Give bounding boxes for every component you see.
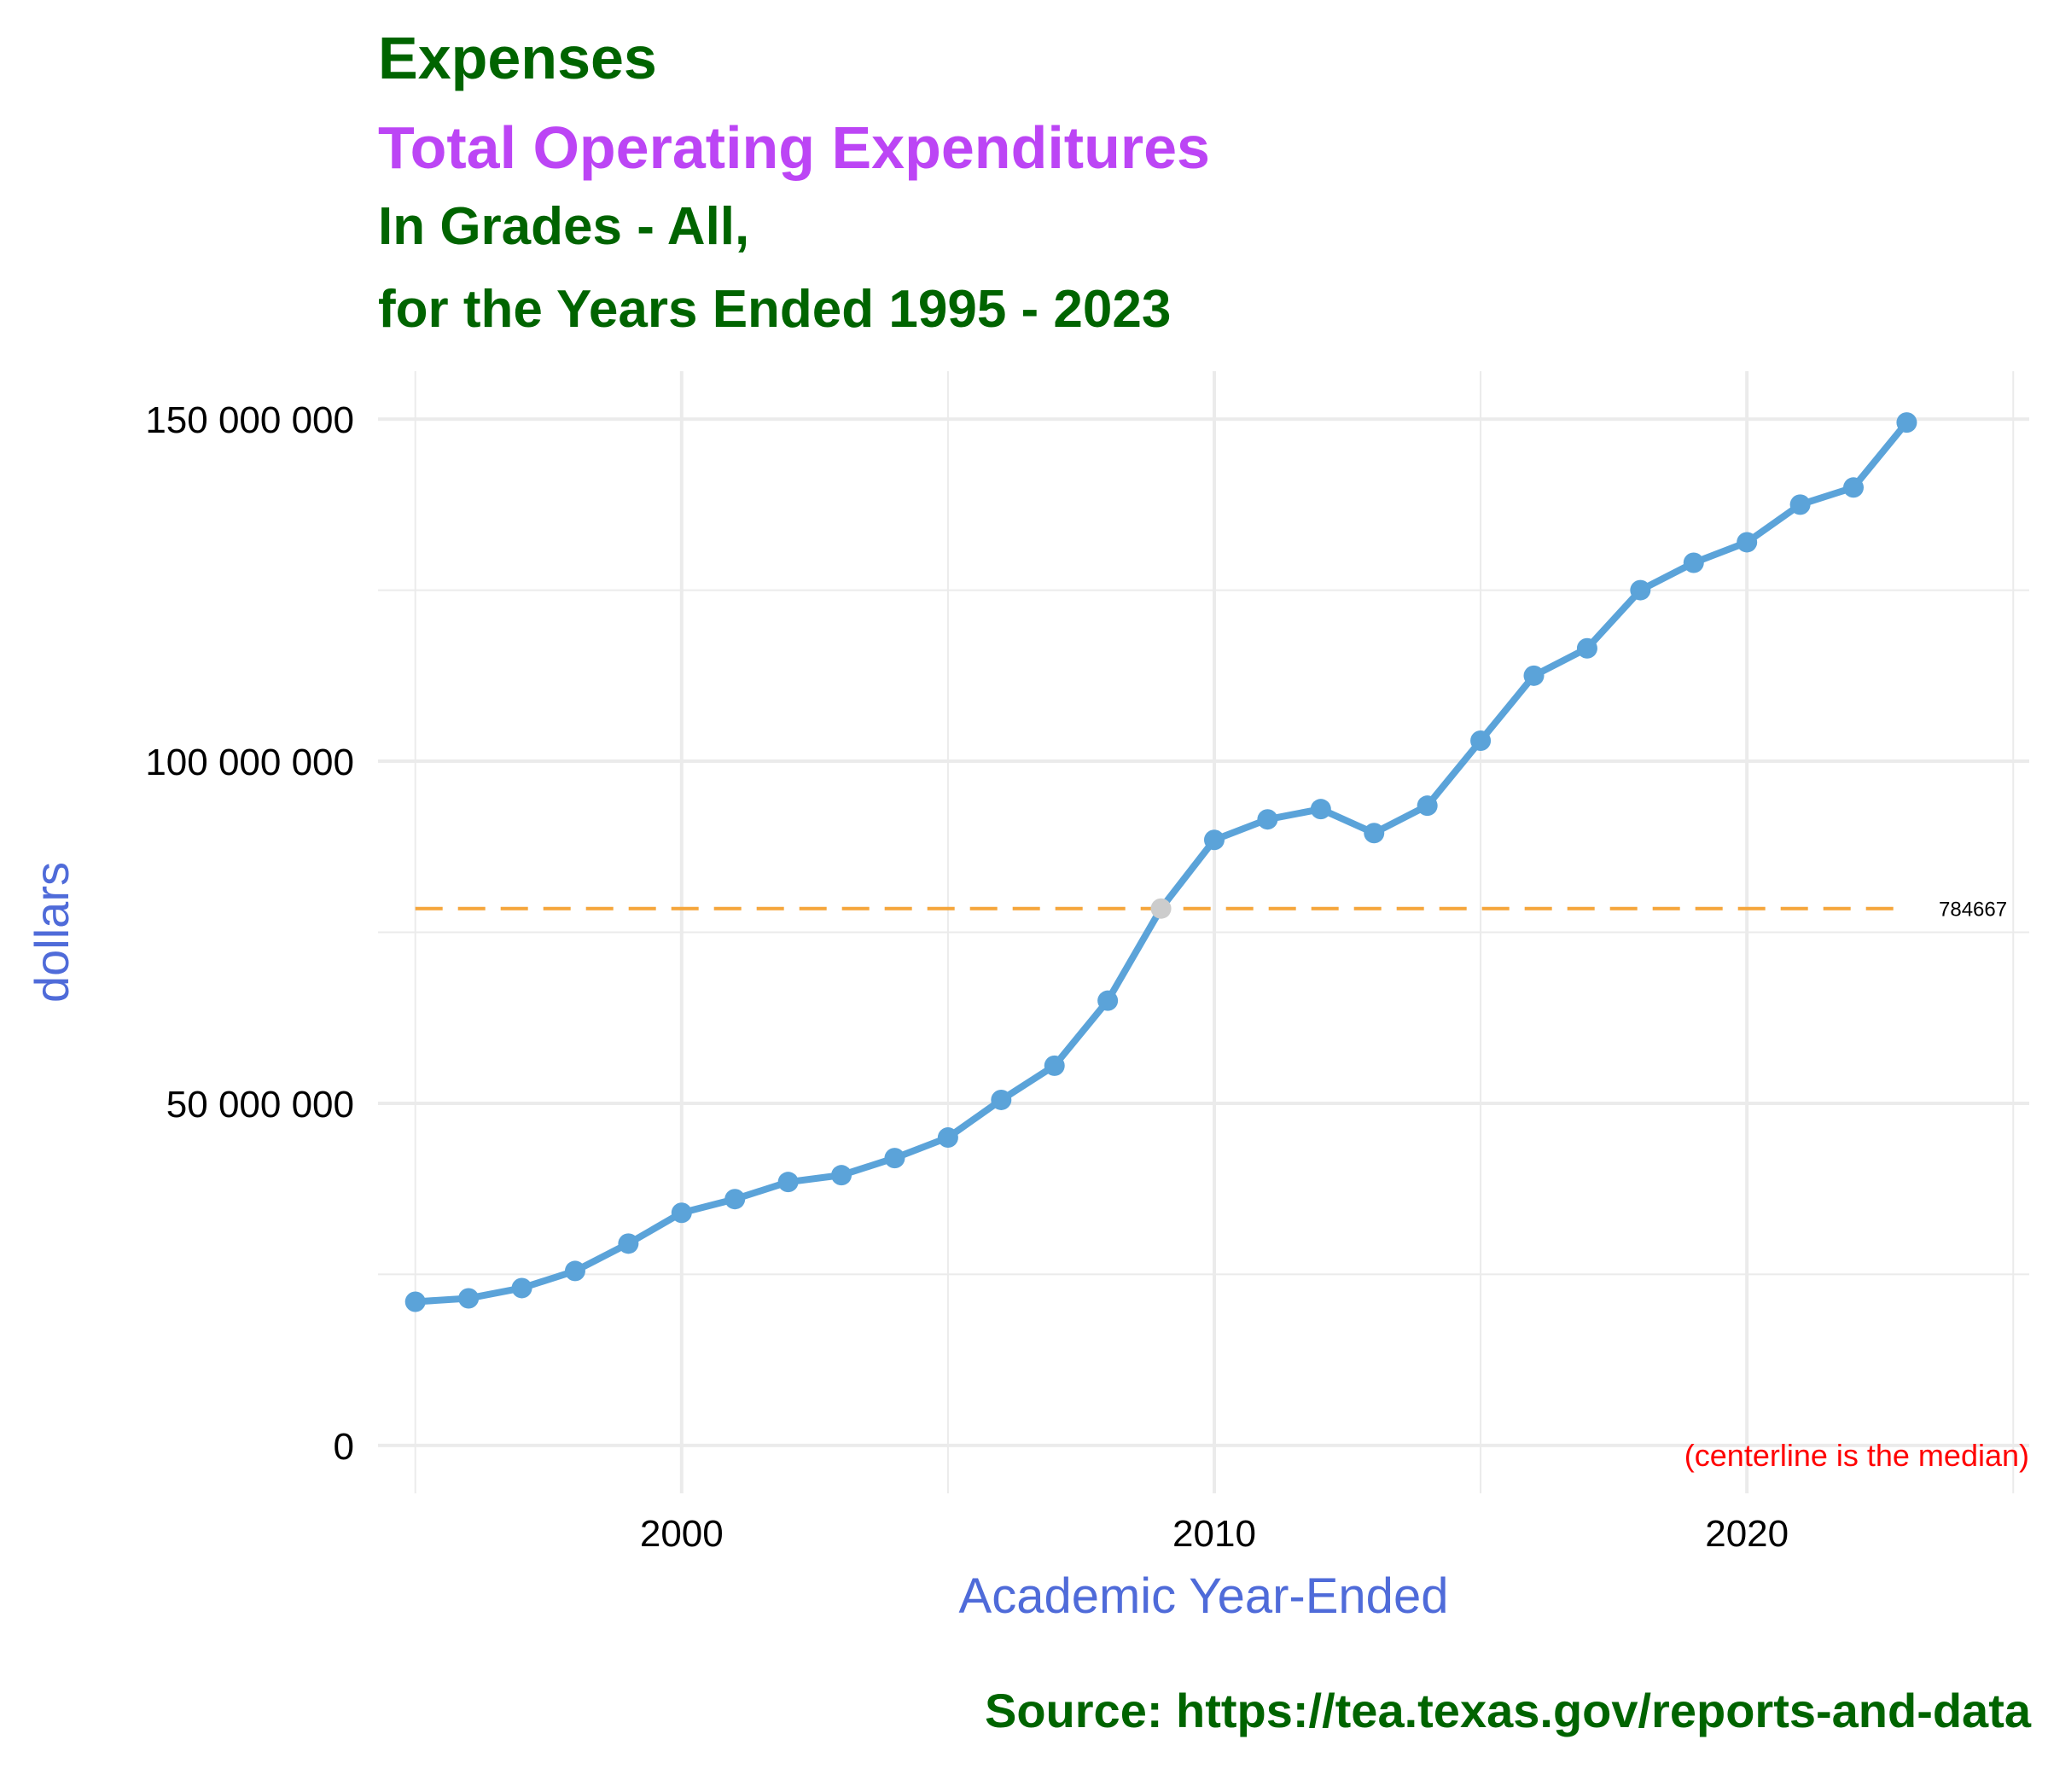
data-point: [1044, 1055, 1065, 1076]
grid-minor: [378, 371, 2029, 1493]
data-point: [1470, 730, 1492, 751]
data-point: [991, 1089, 1012, 1110]
chart-subtitle-line-2: for the Years Ended 1995 - 2023: [378, 280, 1172, 339]
x-tick-label: 2000: [640, 1513, 724, 1555]
chart-title: Expenses: [378, 25, 657, 91]
median-value-label: 784667: [1939, 899, 2007, 922]
y-axis-ticks: 0 50 000 000 100 000 000 150 000 000: [145, 399, 354, 1468]
y-axis-label: dollars: [25, 862, 79, 1003]
data-point: [1896, 412, 1917, 433]
x-tick-label: 2020: [1705, 1513, 1789, 1555]
series-line: [411, 419, 1911, 1306]
data-point: [511, 1277, 532, 1299]
data-point: [884, 1148, 905, 1169]
series-group: [404, 412, 1917, 1312]
data-point: [724, 1189, 746, 1210]
data-point: [1310, 799, 1331, 820]
data-point: [1523, 665, 1545, 686]
data-point: [1203, 829, 1225, 851]
median-note: (centerline is the median): [1684, 1438, 2029, 1473]
chart-caption: Source: https://tea.texas.gov/reports-an…: [984, 1684, 2031, 1737]
x-tick-label: 2010: [1172, 1513, 1256, 1555]
data-point: [1097, 990, 1119, 1011]
y-tick-label: 0: [334, 1426, 354, 1468]
data-point: [671, 1202, 692, 1224]
data-point: [458, 1288, 480, 1309]
data-point: [1843, 477, 1865, 498]
y-tick-label: 150 000 000: [145, 399, 354, 441]
data-point: [1150, 898, 1172, 919]
data-point: [1789, 494, 1811, 515]
y-tick-label: 50 000 000: [166, 1084, 354, 1126]
data-point: [618, 1233, 639, 1254]
x-axis-ticks: 2000 2010 2020: [640, 1513, 1789, 1555]
data-point: [564, 1260, 585, 1282]
data-point: [1683, 552, 1704, 573]
data-point: [937, 1127, 958, 1149]
data-point: [1257, 809, 1278, 830]
data-point: [1737, 532, 1758, 553]
grid-major: [378, 371, 2029, 1493]
chart-subtitle-line-1: In Grades - All,: [378, 197, 750, 256]
data-point: [404, 1291, 426, 1312]
data-point: [1630, 579, 1651, 601]
x-axis-label: Academic Year-Ended: [959, 1568, 1449, 1624]
data-point: [1364, 823, 1385, 844]
data-point: [777, 1172, 799, 1193]
chart-subtitle: Total Operating Expenditures: [378, 114, 1210, 181]
data-point: [1417, 795, 1438, 817]
data-point: [831, 1165, 852, 1186]
data-point: [1576, 637, 1597, 659]
y-tick-label: 100 000 000: [145, 742, 354, 783]
